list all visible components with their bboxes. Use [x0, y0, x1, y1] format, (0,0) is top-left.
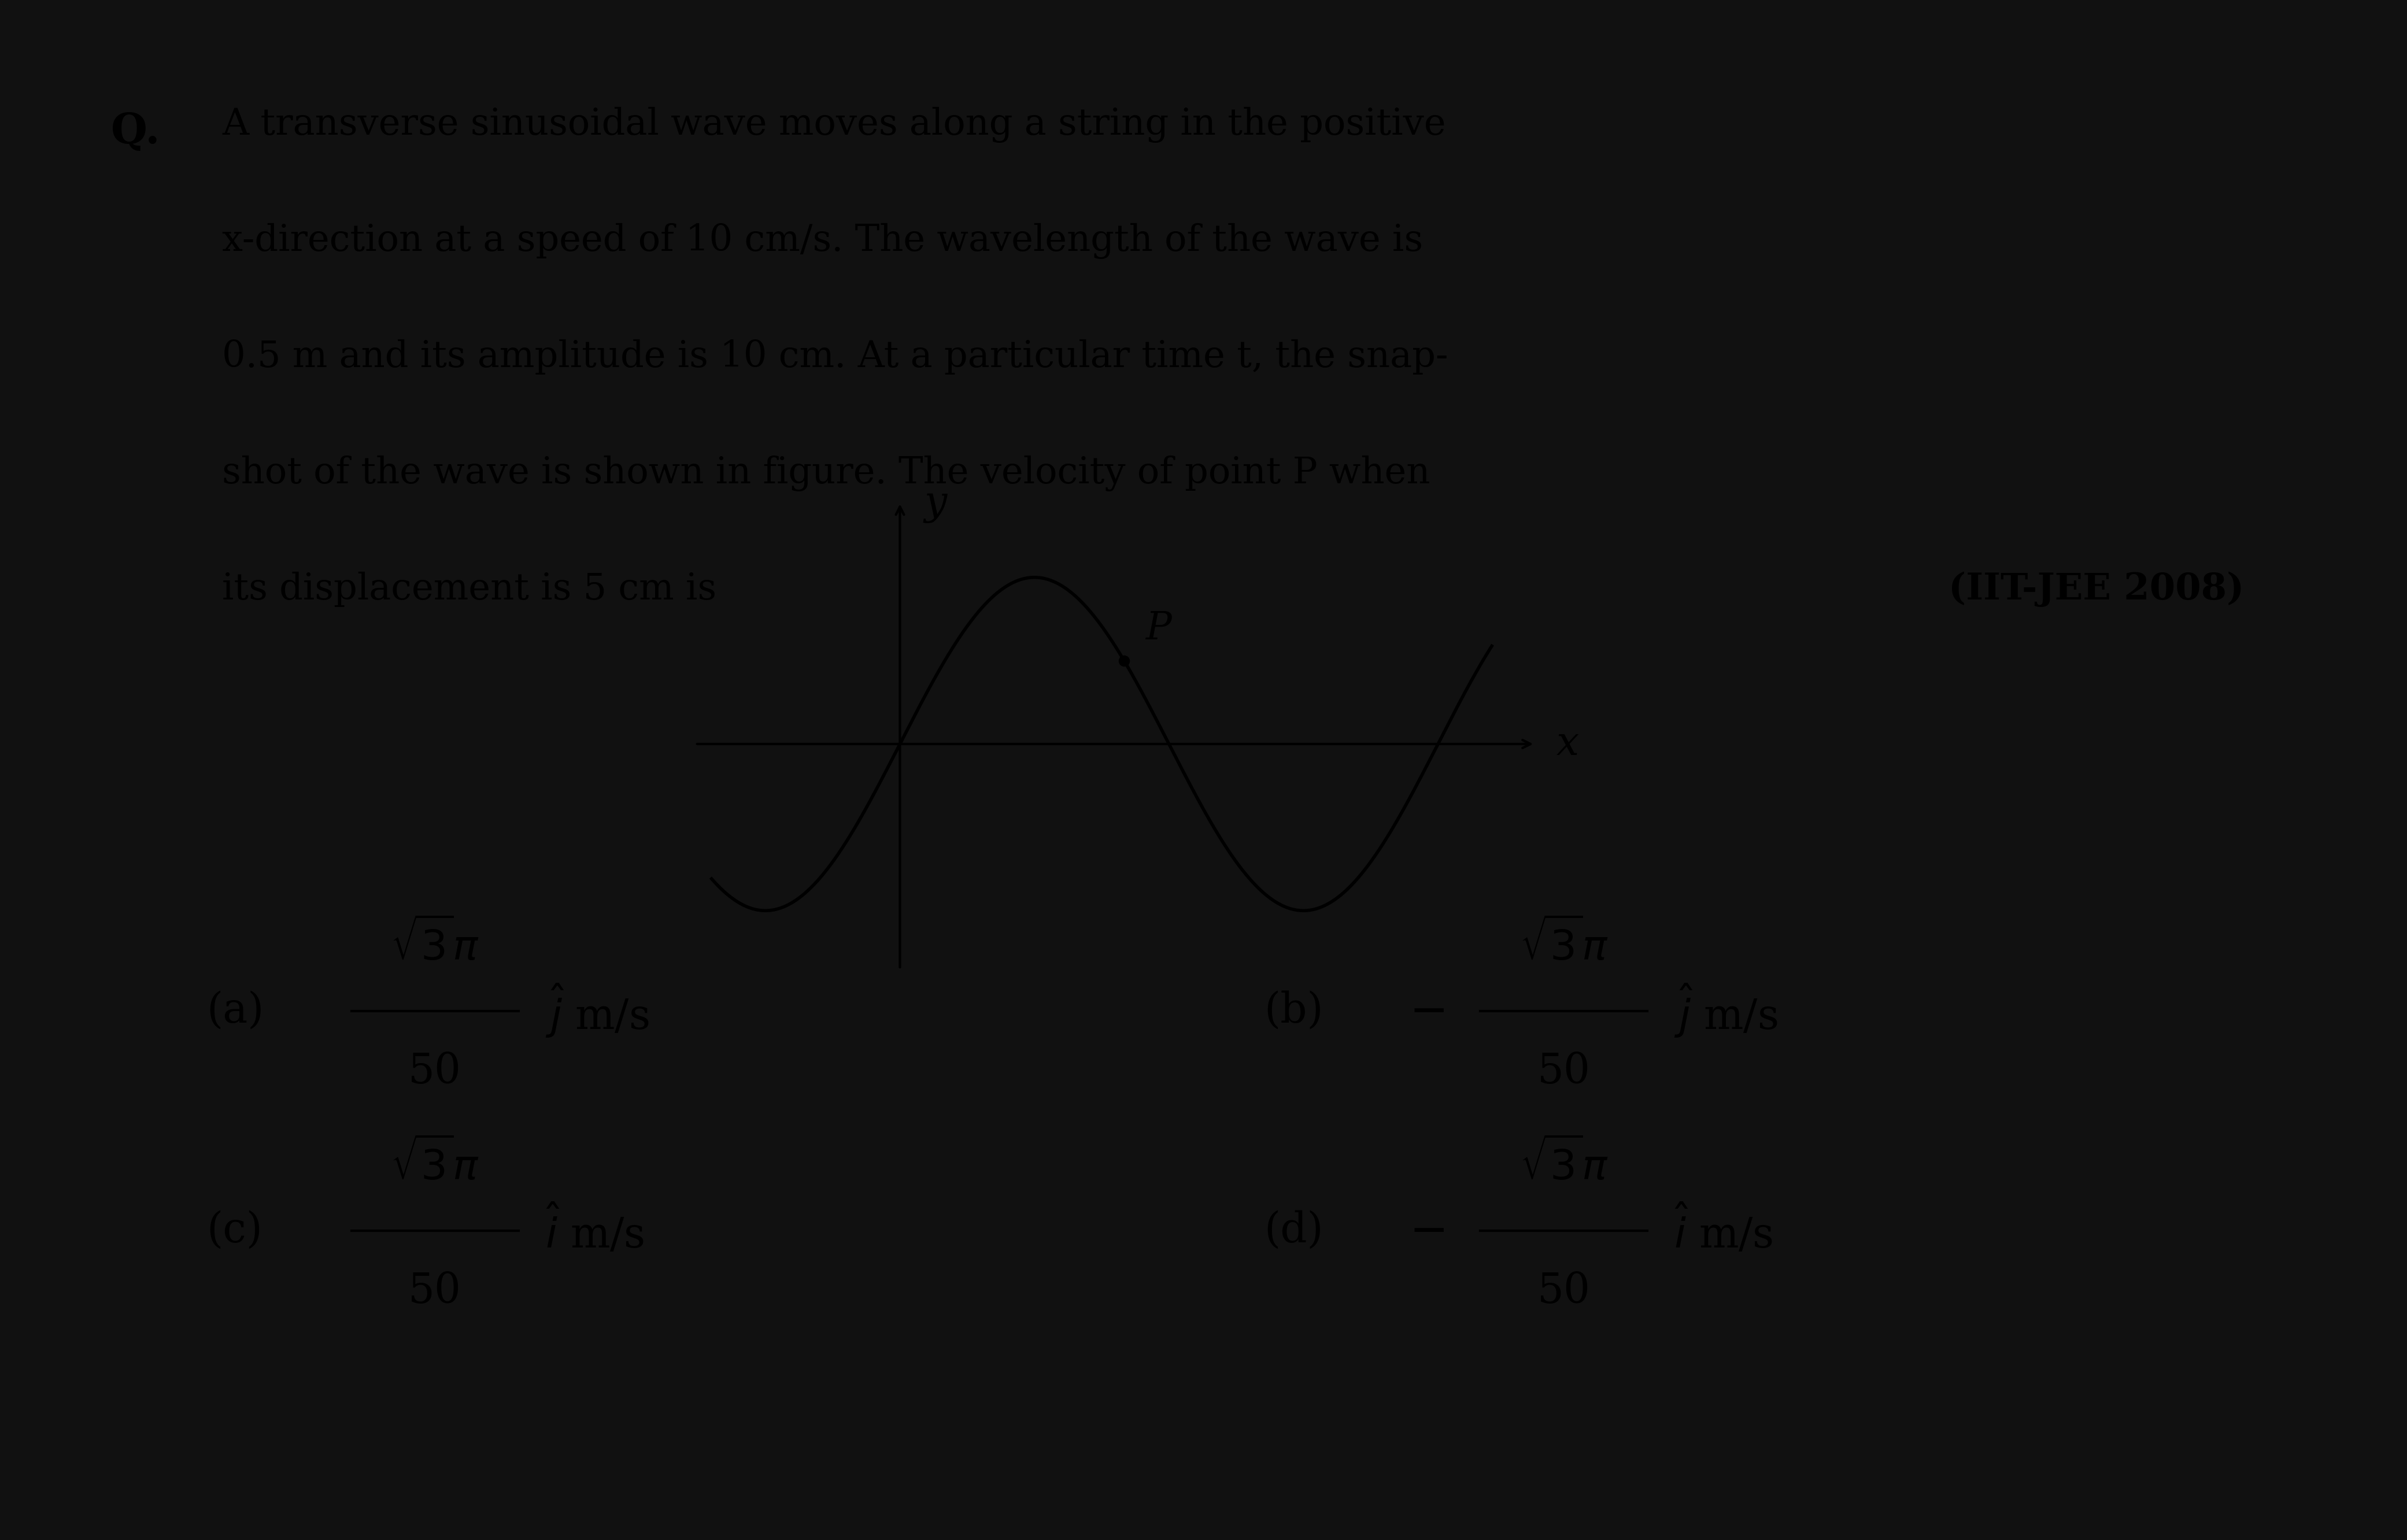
Text: $\hat{j}$ m/s: $\hat{j}$ m/s: [544, 983, 650, 1040]
Text: y: y: [924, 485, 946, 524]
Text: shot of the wave is shown in figure. The velocity of point P when: shot of the wave is shown in figure. The…: [221, 456, 1430, 491]
Text: A transverse sinusoidal wave moves along a string in the positive: A transverse sinusoidal wave moves along…: [221, 106, 1447, 143]
Text: (c): (c): [207, 1210, 262, 1250]
Text: (a): (a): [207, 990, 265, 1032]
Text: $-$: $-$: [1408, 1207, 1444, 1254]
Text: Q.: Q.: [111, 111, 159, 152]
Text: $\hat{j}$ m/s: $\hat{j}$ m/s: [1673, 983, 1779, 1040]
Text: $\hat{i}$ m/s: $\hat{i}$ m/s: [1673, 1204, 1774, 1257]
Text: 50: 50: [409, 1270, 462, 1312]
Text: (d): (d): [1264, 1210, 1324, 1250]
Text: $\hat{i}$ m/s: $\hat{i}$ m/s: [544, 1204, 645, 1257]
Text: P: P: [1146, 610, 1172, 647]
Text: $\sqrt{3}\pi$: $\sqrt{3}\pi$: [1519, 919, 1608, 969]
Text: 50: 50: [1538, 1270, 1591, 1312]
Text: 50: 50: [409, 1052, 462, 1092]
Text: 50: 50: [1538, 1052, 1591, 1092]
Text: its displacement is 5 cm is: its displacement is 5 cm is: [221, 571, 717, 607]
Text: (IIT-JEE 2008): (IIT-JEE 2008): [1947, 571, 2243, 607]
Text: $\sqrt{3}\pi$: $\sqrt{3}\pi$: [1519, 1140, 1608, 1189]
Text: $-$: $-$: [1408, 989, 1444, 1033]
Text: x: x: [1557, 725, 1579, 764]
Text: $\sqrt{3}\pi$: $\sqrt{3}\pi$: [390, 919, 479, 969]
Text: $\sqrt{3}\pi$: $\sqrt{3}\pi$: [390, 1140, 479, 1189]
Text: (b): (b): [1264, 990, 1324, 1032]
Text: 0.5 m and its amplitude is 10 cm. At a particular time t, the snap-: 0.5 m and its amplitude is 10 cm. At a p…: [221, 339, 1449, 374]
Text: x-direction at a speed of 10 cm/s. The wavelength of the wave is: x-direction at a speed of 10 cm/s. The w…: [221, 223, 1423, 259]
